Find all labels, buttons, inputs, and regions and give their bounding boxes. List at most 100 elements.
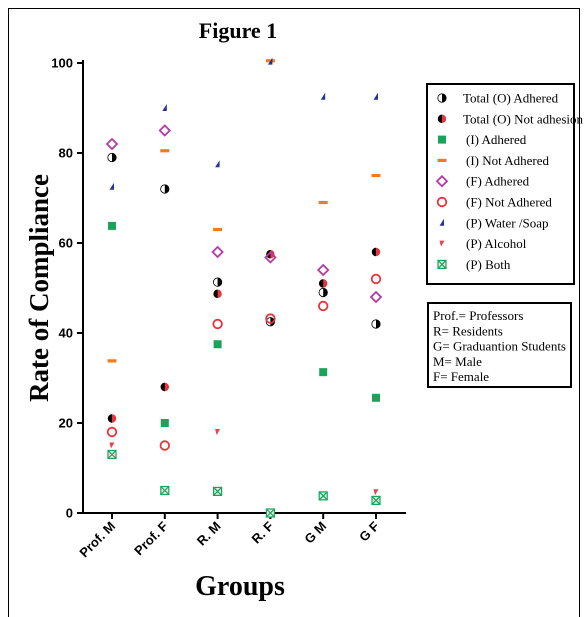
data-point: [215, 429, 221, 435]
y-tick-label: 40: [59, 326, 73, 341]
data-point: [160, 149, 170, 153]
data-point: [107, 152, 117, 163]
marker-x: [107, 450, 117, 459]
data-point: [319, 279, 328, 288]
marker-dash: [265, 59, 275, 63]
data-point: [371, 247, 381, 257]
marker-dash: [371, 173, 381, 178]
legend-label: Total (O) Not adhesion: [463, 111, 584, 126]
note-line: Prof.= Professors: [433, 308, 523, 323]
marker-tick: [109, 442, 115, 449]
data-point: [370, 273, 382, 285]
data-points: [105, 57, 383, 518]
note-line: M= Male: [433, 354, 482, 369]
data-point: [105, 137, 119, 151]
note-line: F= Female: [433, 369, 489, 384]
marker-half: [376, 319, 381, 329]
data-point: [211, 245, 224, 259]
data-point: [160, 184, 170, 194]
marker-diamond: [264, 251, 277, 264]
marker-x: [265, 508, 275, 518]
y-tick-label: 60: [59, 236, 73, 251]
marker-half: [319, 279, 324, 288]
legend: Total (O) Adhered Total (O) Not adhesion (…: [435, 91, 584, 272]
marker-half: [107, 414, 112, 423]
y-tick-label: 20: [59, 416, 73, 431]
data-point: [320, 92, 326, 100]
legend-symbol: [437, 114, 447, 124]
marker-half: [164, 184, 169, 194]
legend-label: (P) Both: [466, 257, 511, 272]
data-point: [107, 414, 117, 423]
legend-symbol: [438, 135, 446, 144]
data-point: [213, 486, 223, 496]
data-point: [264, 251, 277, 264]
data-point: [106, 426, 118, 438]
legend-label: Total (O) Adhered: [463, 91, 559, 106]
x-tick-label: G M: [301, 519, 329, 547]
data-point: [160, 485, 170, 496]
marker-circle: [265, 313, 276, 324]
data-point: [265, 59, 275, 63]
legend-symbol: [437, 158, 447, 162]
data-point: [212, 318, 223, 330]
marker-circle: [370, 273, 382, 285]
data-point: [265, 313, 276, 324]
data-point: [371, 173, 381, 178]
data-point: [318, 491, 328, 501]
marker-diamond: [211, 245, 224, 259]
marker-square: [160, 419, 169, 427]
data-point: [213, 289, 222, 299]
marker-half: [442, 93, 447, 103]
marker-triangle: [162, 104, 167, 111]
marker-half: [323, 288, 328, 297]
legend-symbol: [437, 259, 447, 269]
marker-x: [160, 486, 170, 495]
legend-label: (P) Alcohol: [466, 236, 527, 251]
marker-dash: [107, 359, 117, 363]
data-point: [371, 495, 381, 505]
marker-triangle: [373, 92, 378, 100]
marker-dash: [213, 227, 223, 232]
chart-title: Figure 1: [199, 18, 277, 43]
marker-triangle: [109, 182, 114, 190]
data-point: [316, 263, 330, 277]
marker-diamond: [105, 137, 119, 151]
marker-triangle: [215, 160, 220, 168]
data-point: [160, 419, 169, 427]
marker-x: [437, 259, 447, 269]
data-point: [373, 92, 378, 100]
data-point: [107, 359, 117, 363]
data-point: [372, 393, 380, 402]
data-point: [107, 449, 117, 460]
x-axis-ticks: Prof. M Prof. F R. M R. F G M G F: [76, 513, 382, 560]
data-point: [318, 200, 328, 205]
marker-square: [213, 340, 222, 349]
note-line: G= Graduantion Students: [433, 339, 566, 354]
marker-circle: [212, 318, 223, 330]
legend-symbol: [435, 174, 449, 188]
legend-label: (P) Water /Soap: [466, 215, 548, 230]
marker-half: [371, 247, 376, 257]
figure-frame: [8, 8, 580, 617]
marker-circle: [318, 300, 329, 312]
marker-square: [108, 221, 116, 230]
marker-diamond: [435, 174, 449, 188]
marker-square: [319, 368, 328, 377]
marker-diamond: [316, 263, 330, 277]
y-axis-label: Rate of Compliance: [24, 174, 54, 402]
marker-triangle: [320, 92, 326, 100]
data-point: [318, 287, 328, 298]
data-point: [319, 368, 328, 377]
marker-tick: [439, 240, 445, 247]
data-point: [159, 440, 171, 451]
legend-symbol: [436, 196, 448, 208]
data-point: [371, 319, 381, 329]
marker-dash: [160, 149, 170, 153]
marker-diamond: [158, 124, 172, 137]
data-point: [158, 124, 172, 137]
y-axis-ticks: 0 20 40 60 80 100: [51, 56, 83, 521]
marker-dash: [437, 158, 447, 162]
